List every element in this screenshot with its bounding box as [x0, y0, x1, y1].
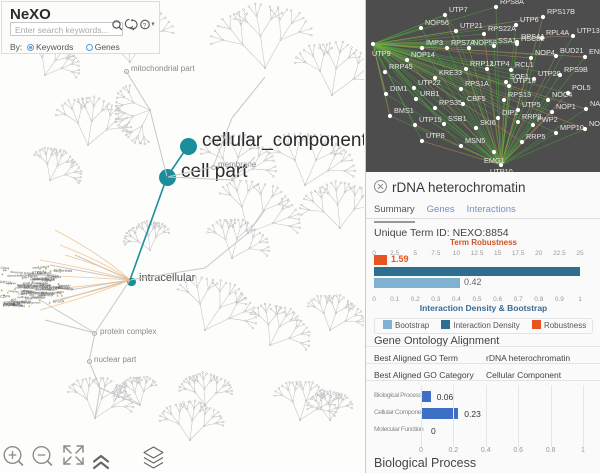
- svg-text:URB1: URB1: [420, 89, 439, 98]
- svg-text:biogenesis: biogenesis: [27, 301, 41, 305]
- svg-text:assembly: assembly: [28, 291, 44, 295]
- svg-text:RPS1A: RPS1A: [53, 299, 65, 304]
- svg-text:UTP20: UTP20: [538, 69, 561, 78]
- svg-text:UTP21: UTP21: [460, 21, 483, 30]
- svg-text:RPS1A: RPS1A: [465, 79, 489, 88]
- svg-text:RRP45: RRP45: [389, 62, 413, 71]
- svg-text:POL5: POL5: [572, 83, 591, 92]
- svg-text:SSB1: SSB1: [448, 114, 467, 123]
- svg-text:small subunit: small subunit: [32, 264, 49, 269]
- svg-text:CBF5: CBF5: [467, 94, 486, 103]
- svg-text:RPS7A: RPS7A: [451, 38, 475, 47]
- svg-text:RPS22A: RPS22A: [488, 24, 516, 33]
- svg-text:biogenesis: biogenesis: [54, 269, 72, 273]
- svg-text:UTP13: UTP13: [577, 26, 600, 35]
- svg-text:UTP6: UTP6: [520, 15, 539, 24]
- svg-text:40S: 40S: [17, 284, 23, 288]
- svg-text:UTP5: UTP5: [522, 100, 541, 109]
- svg-text:nucleolus: nucleolus: [17, 295, 29, 299]
- svg-text:NOP58: NOP58: [473, 38, 497, 47]
- svg-text:CDP4: CDP4: [0, 294, 10, 298]
- svg-text:RPS2A: RPS2A: [0, 280, 13, 285]
- svg-text:DIP2: DIP2: [502, 108, 518, 117]
- svg-text:RPS17B: RPS17B: [547, 7, 575, 16]
- svg-text:UTP7: UTP7: [449, 5, 468, 14]
- svg-text:SOF1: SOF1: [510, 72, 529, 81]
- svg-text:RRP12: RRP12: [470, 59, 494, 68]
- svg-text:UTP8: UTP8: [426, 131, 445, 140]
- svg-text:BMS1: BMS1: [394, 106, 414, 115]
- svg-text:RPS35: RPS35: [439, 98, 462, 107]
- svg-text:MPP10: MPP10: [560, 123, 584, 132]
- svg-text:CDP4: CDP4: [0, 266, 9, 271]
- svg-text:SSA1: SSA1: [498, 36, 517, 45]
- svg-text:UTP22: UTP22: [418, 78, 441, 87]
- svg-text:processome: processome: [33, 284, 51, 288]
- svg-text:RPS13: RPS13: [508, 90, 531, 99]
- svg-text:EMG1: EMG1: [484, 156, 505, 165]
- svg-text:RPL4A: RPL4A: [546, 28, 569, 37]
- svg-text:ENP1: ENP1: [589, 47, 600, 56]
- svg-text:BUD21: BUD21: [560, 46, 584, 55]
- svg-text:40S: 40S: [48, 288, 55, 292]
- svg-text:NOC4: NOC4: [552, 90, 572, 99]
- svg-text:NOP56: NOP56: [425, 18, 449, 27]
- svg-text:RPS1A: RPS1A: [45, 276, 57, 280]
- svg-text:RPS9B: RPS9B: [564, 65, 588, 74]
- svg-text:MSN5: MSN5: [465, 136, 485, 145]
- svg-text:KRE33: KRE33: [439, 68, 462, 77]
- svg-text:NOP14: NOP14: [411, 50, 435, 59]
- svg-text:UTP4: UTP4: [491, 59, 510, 68]
- svg-text:UTP15: UTP15: [419, 115, 442, 124]
- svg-text:RPS8A: RPS8A: [500, 0, 524, 6]
- svg-text:NOP4: NOP4: [535, 48, 555, 57]
- svg-text:NAN1: NAN1: [590, 99, 600, 108]
- svg-text:DIM1: DIM1: [390, 84, 407, 93]
- svg-text:NOP6: NOP6: [589, 119, 600, 128]
- svg-text:NOP1: NOP1: [556, 102, 576, 111]
- svg-text:IMP3: IMP3: [426, 38, 443, 47]
- svg-text:HSC82: HSC82: [521, 34, 545, 43]
- svg-text:SKI6: SKI6: [480, 118, 496, 127]
- svg-text:PWP2: PWP2: [537, 115, 558, 124]
- svg-text:UTP9: UTP9: [372, 49, 391, 58]
- svg-text:RRP5: RRP5: [526, 132, 545, 141]
- svg-text:RCL1: RCL1: [515, 60, 534, 69]
